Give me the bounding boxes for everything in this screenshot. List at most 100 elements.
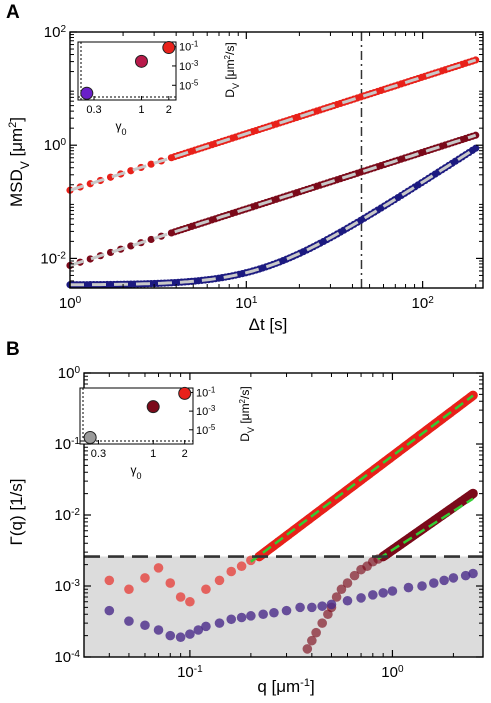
- inset-xtick-label: 2: [182, 448, 188, 460]
- panel-b-inset: 0.3 1 2 10-1 10-3 10-5: [79, 385, 216, 460]
- panel-a-series-2-point: [472, 144, 480, 152]
- panel-b-xtick-label: 10-1: [177, 664, 203, 682]
- panel-b-series-2-point: [368, 590, 378, 600]
- panel-b-series-0-faded-point: [201, 584, 211, 595]
- panel-b-series-2-point: [295, 602, 305, 613]
- panel-b-series-0-faded-point: [124, 584, 134, 595]
- panel-b-series-2-point: [269, 607, 279, 618]
- panel-a-series-1-fit-line: [69, 133, 477, 267]
- inset-xtick-label: 2: [166, 104, 172, 116]
- panel-b-series-2-point: [281, 605, 292, 616]
- panel-b-series-2-point: [124, 616, 134, 626]
- inset-frame: [77, 41, 177, 101]
- panel-b-series-0-faded-point: [226, 566, 237, 577]
- panel-a-inset-ylabel: DV [μm2/s]: [223, 42, 242, 97]
- panel-b-series-0-faded-point: [185, 596, 195, 607]
- panel-b-series-0-faded-point: [175, 592, 186, 602]
- panel-a-series-0-point: [147, 160, 155, 168]
- panel-b-fit-line-0: [250, 394, 474, 563]
- panel-a-xtick-label: 101: [235, 295, 258, 313]
- panel-a-frame: [69, 31, 484, 289]
- panel-b-series-1-faded-point: [331, 592, 342, 602]
- panel-b-series-2-point: [140, 620, 150, 631]
- panel-b-series-2-point: [403, 582, 414, 593]
- panel-b-ytick-label: 10-1: [54, 436, 80, 454]
- panel-b-series-2-point: [165, 630, 176, 641]
- panel-a-series-1-point: [147, 235, 155, 244]
- panel-b-series-2-point: [317, 601, 327, 611]
- inset-xtick-label: 0.3: [91, 448, 106, 460]
- panel-b-series-2-point: [417, 581, 427, 591]
- panel-a-inset: 0.3 1 2 10-1 10-3 10-5: [77, 39, 199, 116]
- panel-b-series-2-point: [378, 588, 388, 598]
- panel-b-series-2-point: [258, 609, 268, 620]
- panel-a-ytick-label: 102: [44, 24, 67, 42]
- panel-b-ytick-label: 10-2: [54, 507, 80, 525]
- panel-b-series-2-point: [236, 612, 247, 623]
- inset-ytick-label: 10-3: [196, 404, 216, 419]
- inset-frame: [79, 387, 194, 445]
- panel-b-series-1-faded-point: [302, 644, 313, 654]
- inset-point: [83, 430, 97, 444]
- inset-ytick-label: 10-3: [179, 58, 199, 73]
- panel-b-series-0-faded-point: [214, 575, 225, 586]
- panel-b-series-0-faded-point: [153, 563, 164, 573]
- panel-b-series-0-faded-point: [140, 573, 150, 583]
- panel-b-series-2-point: [387, 586, 398, 596]
- panel-b-series-2-point: [226, 614, 237, 625]
- panel-b-series-1-faded-point: [342, 578, 353, 588]
- panel-a-xlabel: Δt [s]: [249, 315, 288, 334]
- panel-b-series-0-faded-point: [104, 575, 115, 586]
- panel-b-ylabel: Γ(q) [1/s]: [7, 479, 26, 546]
- panel-letter-b: B: [6, 339, 20, 360]
- panel-b-series-0-faded-point: [236, 561, 247, 572]
- panel-a-xtick-label: 100: [59, 295, 82, 313]
- inset-xtick-label: 0.3: [86, 104, 101, 116]
- panel-b-series-0-faded-point: [165, 578, 176, 588]
- inset-ytick-label: 10-1: [179, 39, 199, 54]
- panel-b-series-2-point: [460, 570, 471, 581]
- inset-ytick-label: 10-1: [196, 385, 216, 400]
- panel-b-series-2-point: [439, 575, 449, 586]
- panel-b-series-2-point: [342, 595, 353, 606]
- panel-b-series-2-point: [246, 611, 256, 621]
- inset-ytick-label: 10-5: [179, 78, 199, 93]
- panel-b-series-2-point: [468, 568, 478, 579]
- panel-b-series-2-point: [307, 602, 317, 613]
- panel-a-inset-xlabel: γ0: [115, 119, 126, 137]
- panel-b-xlabel: q [μm-1]: [257, 677, 314, 696]
- panel-b-series-2-point: [175, 632, 186, 643]
- panel-b-series-2-point: [201, 621, 211, 632]
- panel-letter-a: A: [6, 2, 20, 23]
- panel-b-series-1-faded-point: [317, 618, 327, 628]
- inset-xtick-label: 1: [138, 104, 144, 116]
- panel-b-xtick-label: 100: [381, 664, 404, 682]
- panel-b-ytick-label: 100: [58, 365, 81, 383]
- panel-b-series-1-faded-point: [307, 635, 317, 646]
- panel-a-ytick-label: 100: [44, 137, 67, 155]
- panel-b-series-1-point: [468, 488, 478, 499]
- inset-point: [162, 41, 176, 55]
- inset-ytick-label: 10-5: [196, 422, 216, 437]
- panel-b-series-2-point: [153, 625, 164, 635]
- panel-a-series-2-fit-line: [70, 146, 477, 287]
- panel-b-series-2-point: [428, 578, 439, 588]
- panel-b-series-2-point: [185, 629, 195, 639]
- inset-point: [134, 54, 148, 68]
- panel-a-xtick-label: 102: [412, 295, 435, 313]
- panel-b-frame: [83, 372, 484, 658]
- panel-a-series-0-fit-line: [69, 58, 477, 192]
- panel-b-ytick-label: 10-4: [54, 649, 80, 667]
- inset-point: [146, 400, 160, 414]
- inset-point: [80, 86, 94, 100]
- inset-xtick-label: 1: [150, 448, 156, 460]
- panel-b-series-1-faded-point: [336, 584, 347, 595]
- panel-b-fit-line-1: [377, 497, 474, 561]
- panel-b-ytick-label: 10-3: [54, 578, 80, 596]
- panel-b-inset-ylabel: DV [μm2/s]: [238, 386, 257, 441]
- panel-b-series-2-point: [214, 618, 225, 628]
- panel-b-series-2-point: [448, 573, 459, 583]
- panel-b-noise-shaded-region: [84, 556, 483, 657]
